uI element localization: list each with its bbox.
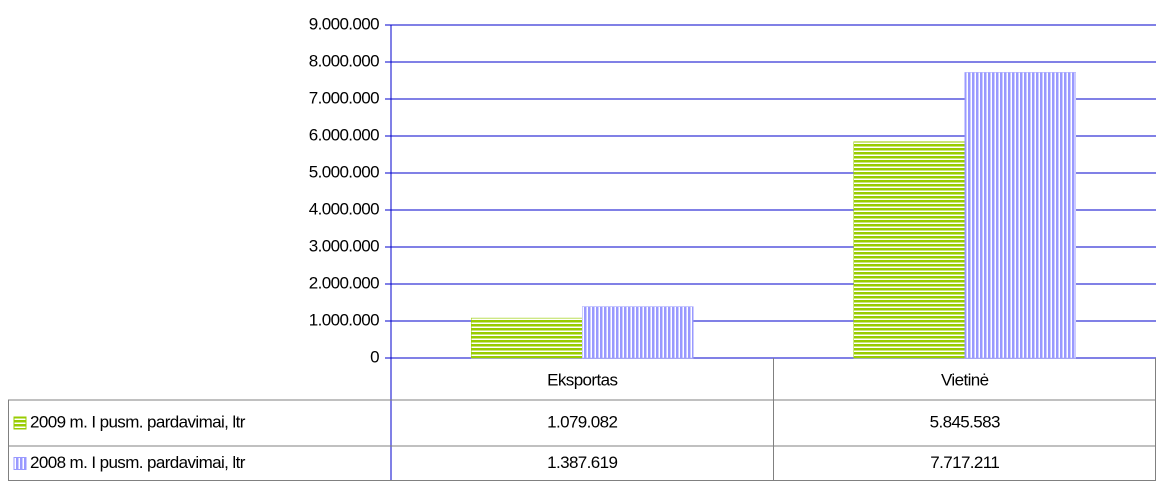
bar: [471, 317, 583, 359]
y-tick-label: 4.000.000: [309, 199, 379, 218]
legend-key: [13, 416, 27, 430]
y-tick-label: 5.000.000: [309, 162, 379, 181]
y-tick-label: 3.000.000: [309, 236, 379, 255]
x-tick-label: Eksportas: [547, 370, 617, 389]
y-tick-label: 1.000.000: [309, 310, 379, 329]
table-value: 1.079.082: [547, 412, 617, 431]
table-value: 5.845.583: [930, 412, 1000, 431]
table-value: 7.717.211: [930, 453, 999, 472]
legend-key: [13, 457, 27, 470]
y-tick-label: 0: [370, 347, 379, 366]
legend-label: 2009 m. I pusm. pardavimai, ltr: [30, 412, 246, 431]
y-tick-label: 2.000.000: [309, 273, 379, 292]
y-tick-label: 7.000.000: [309, 88, 379, 107]
y-tick-label: 6.000.000: [309, 125, 379, 144]
table-value: 1.387.619: [547, 453, 617, 472]
legend-label: 2008 m. I pusm. pardavimai, ltr: [30, 453, 246, 472]
bar: [853, 141, 965, 359]
y-tick-label: 8.000.000: [309, 51, 379, 70]
x-tick-label: Vietinė: [941, 370, 989, 389]
y-tick-label: 9.000.000: [309, 14, 379, 33]
bar: [582, 306, 694, 359]
bar: [964, 72, 1076, 359]
